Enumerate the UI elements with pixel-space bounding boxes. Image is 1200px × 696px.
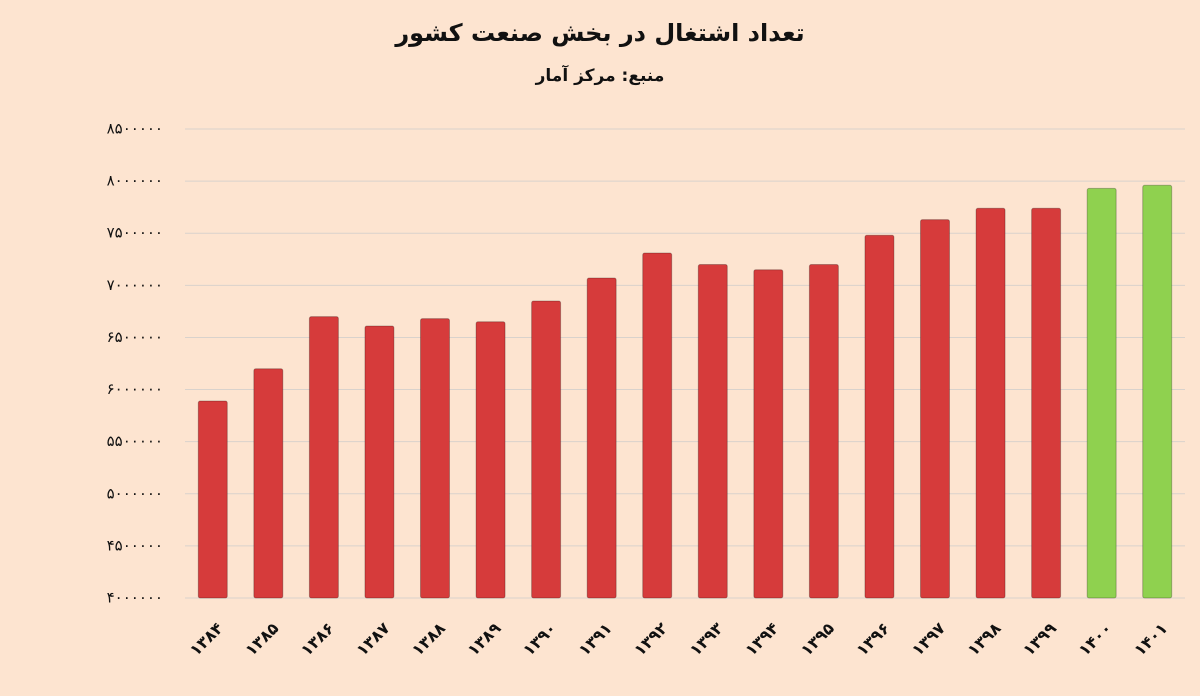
bar xyxy=(253,368,284,599)
bar xyxy=(1142,184,1173,599)
y-tick-label: ۵۰۰۰۰۰۰ xyxy=(107,484,163,502)
bar xyxy=(697,263,728,599)
y-tick-label: ۴۵۰۰۰۰۰ xyxy=(107,536,163,554)
y-tick-label: ۴۰۰۰۰۰۰ xyxy=(107,589,163,607)
bar xyxy=(920,219,950,599)
bar xyxy=(1031,207,1062,599)
bar xyxy=(197,400,228,599)
bar xyxy=(308,316,339,599)
y-tick-label: ۵۵۰۰۰۰۰ xyxy=(107,432,163,450)
bar xyxy=(531,300,562,599)
bar xyxy=(864,234,895,599)
y-tick-label: ۷۰۰۰۰۰۰ xyxy=(107,276,163,294)
y-tick-label: ۸۰۰۰۰۰۰ xyxy=(107,172,163,190)
bar xyxy=(586,277,617,599)
bar xyxy=(642,252,673,599)
chart-title: تعداد اشتغال در بخش صنعت کشور xyxy=(394,19,804,47)
bar xyxy=(753,269,784,599)
bar xyxy=(808,263,839,599)
y-tick-label: ۷۵۰۰۰۰۰ xyxy=(107,224,163,242)
y-tick-label: ۸۵۰۰۰۰۰ xyxy=(107,120,163,138)
bar xyxy=(475,321,506,599)
bar xyxy=(1086,187,1117,599)
bar xyxy=(420,318,450,599)
bar xyxy=(975,207,1006,599)
y-tick-label: ۶۰۰۰۰۰۰ xyxy=(107,380,163,398)
chart-subtitle: منبع: مرکز آمار xyxy=(535,64,665,86)
bar xyxy=(364,325,395,599)
y-tick-label: ۶۵۰۰۰۰۰ xyxy=(107,328,163,346)
